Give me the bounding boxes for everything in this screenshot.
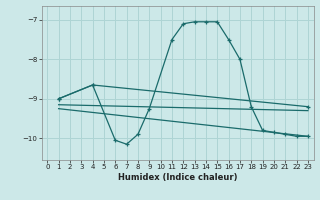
X-axis label: Humidex (Indice chaleur): Humidex (Indice chaleur) [118, 173, 237, 182]
